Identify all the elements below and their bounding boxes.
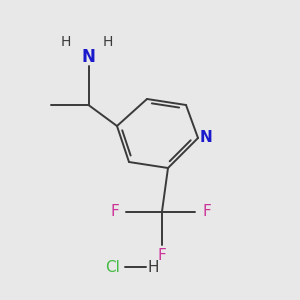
Text: H: H <box>147 260 159 274</box>
Text: F: F <box>158 248 166 263</box>
Text: F: F <box>110 204 119 219</box>
Text: N: N <box>82 48 95 66</box>
Text: H: H <box>61 35 71 49</box>
Text: F: F <box>202 204 211 219</box>
Text: Cl: Cl <box>105 260 120 274</box>
Text: H: H <box>103 35 113 49</box>
Text: N: N <box>199 130 212 146</box>
